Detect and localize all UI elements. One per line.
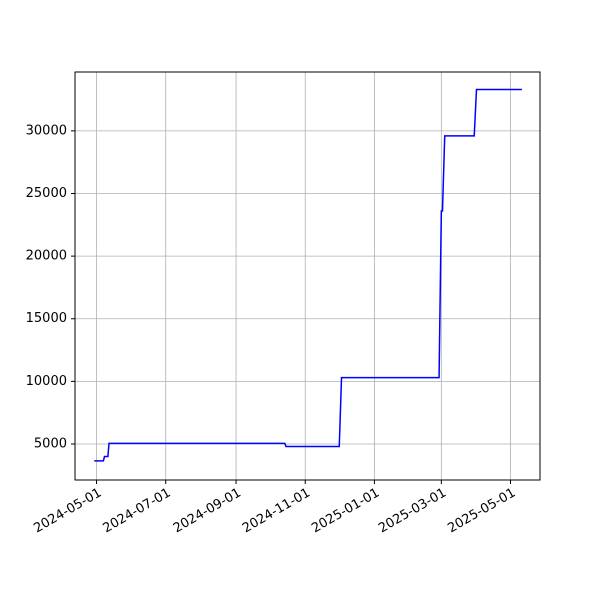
data-line (94, 88, 522, 462)
x-tick-label: 2024-07-01 (101, 486, 174, 537)
y-tick-label: 20000 (26, 249, 67, 264)
y-tick-label: 5000 (34, 436, 67, 451)
x-tick-label: 2025-01-01 (309, 486, 382, 537)
x-tick-label: 2024-05-01 (31, 486, 104, 537)
y-tick-label: 25000 (26, 186, 67, 201)
y-tick-label: 10000 (26, 374, 67, 389)
x-tick-label: 2024-11-01 (240, 486, 313, 537)
plot-frame (74, 71, 541, 481)
x-tick-label: 2025-03-01 (376, 486, 449, 537)
x-tick-label: 2025-05-01 (445, 486, 518, 537)
x-tick-label: 2024-09-01 (171, 486, 244, 537)
y-tick-label: 15000 (26, 311, 67, 326)
y-tick-label: 30000 (26, 123, 67, 138)
